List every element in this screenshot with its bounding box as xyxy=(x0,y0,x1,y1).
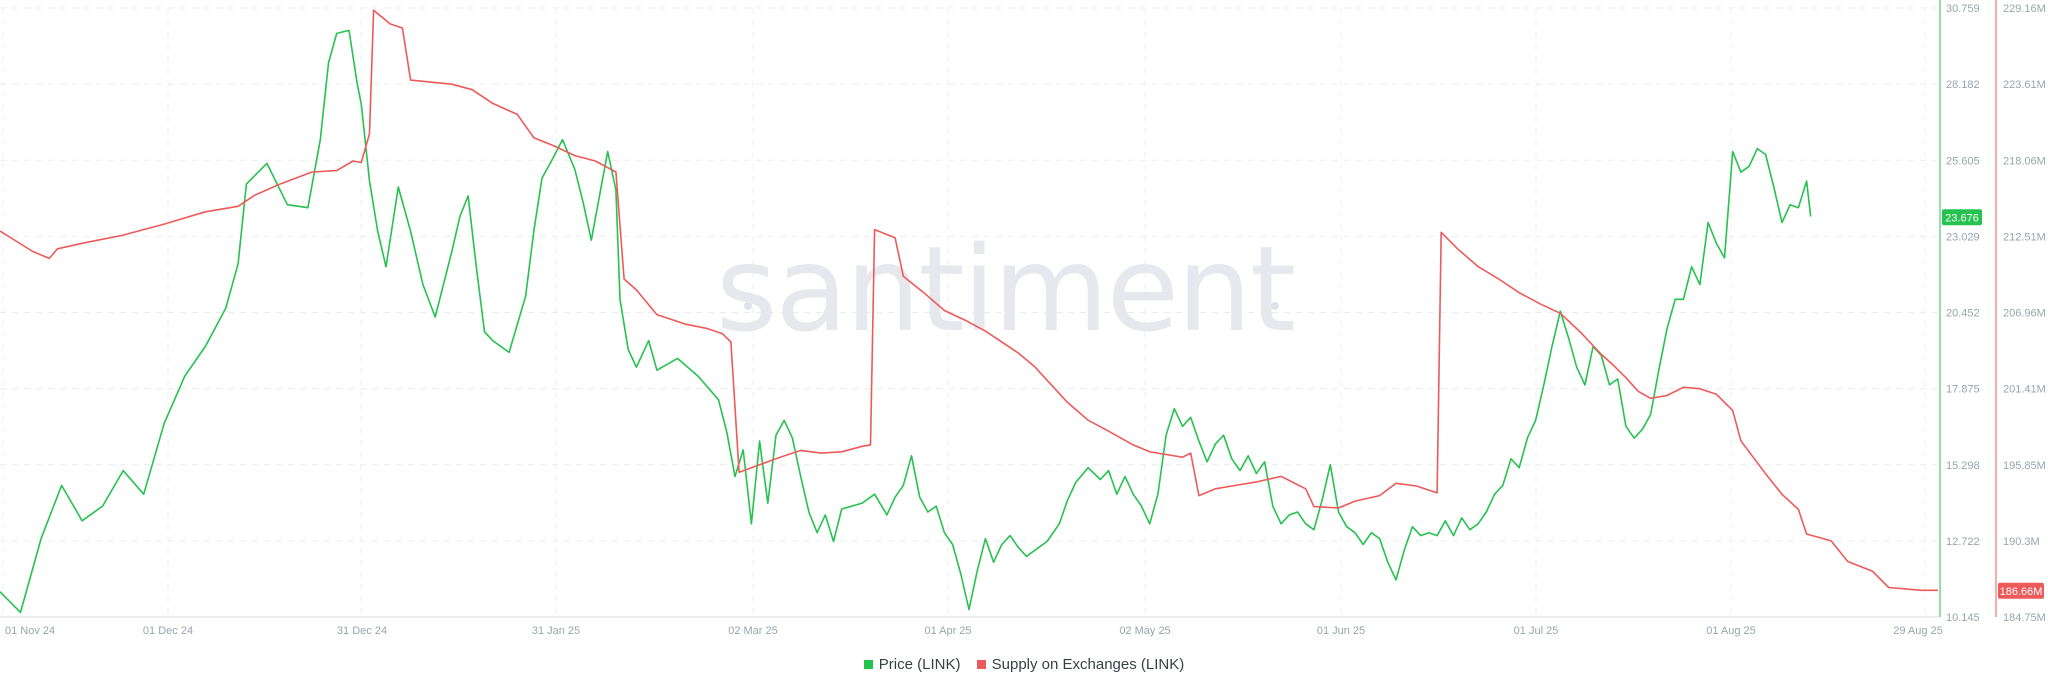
supply-tick-label: 201.41M xyxy=(2003,384,2046,396)
chart: santiment 01 Nov 24 01 Dec 24 31 Dec 24 31 … xyxy=(0,0,2046,637)
supply-tick-label: 218.06M xyxy=(2003,155,2046,167)
x-tick-label: 01 Jun 25 xyxy=(1317,625,1365,637)
x-tick-label: 31 Jan 25 xyxy=(532,625,580,637)
price-line xyxy=(0,29,1812,614)
watermark-dot-right xyxy=(1271,302,1279,310)
supply-tick-label: 212.51M xyxy=(2003,231,2046,243)
value-badges: 23.676 186.66M xyxy=(1942,209,2044,599)
price-badge-label: 23.676 xyxy=(1945,212,1979,224)
axes xyxy=(0,0,1997,618)
supply-tick-label: 223.61M xyxy=(2003,79,2046,91)
legend: Price (LINK) Supply on Exchanges (LINK) xyxy=(0,656,2048,673)
santiment-watermark: santiment xyxy=(716,220,1294,358)
supply-tick-label: 206.96M xyxy=(2003,308,2046,320)
supply-tick-label: 190.3M xyxy=(2003,536,2040,548)
x-tick-label: 01 Jul 25 xyxy=(1514,625,1559,637)
price-tick-label: 30.759 xyxy=(1946,3,1980,15)
x-tick-label: 02 May 25 xyxy=(1119,625,1170,637)
supply-tick-label: 195.85M xyxy=(2003,460,2046,472)
x-tick-label: 01 Aug 25 xyxy=(1706,625,1756,637)
price-tick-label: 17.875 xyxy=(1946,384,1980,396)
legend-swatch-price xyxy=(863,660,873,669)
x-tick-label: 01 Nov 24 xyxy=(5,625,55,637)
legend-label-supply: Supply on Exchanges (LINK) xyxy=(991,656,1185,673)
price-axis-labels: 30.759 28.182 25.605 23.029 20.452 17.875 15.2… xyxy=(1946,3,1980,624)
series-layer xyxy=(0,9,1938,614)
watermark-dot-left xyxy=(744,302,752,310)
supply-badge xyxy=(1998,582,2044,599)
price-tick-label: 12.722 xyxy=(1946,536,1980,548)
x-tick-label: 01 Apr 25 xyxy=(924,625,971,637)
price-tick-label: 25.605 xyxy=(1946,155,1980,167)
x-tick-label: 31 Dec 24 xyxy=(337,625,387,637)
price-tick-label: 28.182 xyxy=(1946,79,1980,91)
price-tick-label: 10.145 xyxy=(1946,612,1980,624)
legend-swatch-supply xyxy=(976,660,986,669)
supply-tick-label: 229.16M xyxy=(2003,3,2046,15)
legend-item-price[interactable]: Price (LINK) xyxy=(863,656,961,673)
supply-tick-label: 184.75M xyxy=(2003,612,2046,624)
price-tick-label: 15.298 xyxy=(1946,460,1980,472)
price-badge xyxy=(1942,209,1982,226)
legend-label-price: Price (LINK) xyxy=(878,656,961,673)
x-tick-label: 29 Aug 25 xyxy=(1893,625,1943,637)
price-tick-label: 20.452 xyxy=(1946,308,1980,320)
supply-line xyxy=(0,9,1938,592)
supply-axis-labels: 229.16M 223.61M 218.06M 212.51M 206.96M 201.4… xyxy=(2003,3,2046,624)
legend-item-supply[interactable]: Supply on Exchanges (LINK) xyxy=(976,656,1185,673)
supply-badge-label: 186.66M xyxy=(2000,586,2043,598)
x-tick-label: 01 Dec 24 xyxy=(143,625,193,637)
price-tick-label: 23.029 xyxy=(1946,231,1980,243)
x-axis-labels: 01 Nov 24 01 Dec 24 31 Dec 24 31 Jan 25 02 M… xyxy=(5,625,1943,637)
x-tick-label: 02 Mar 25 xyxy=(728,625,778,637)
